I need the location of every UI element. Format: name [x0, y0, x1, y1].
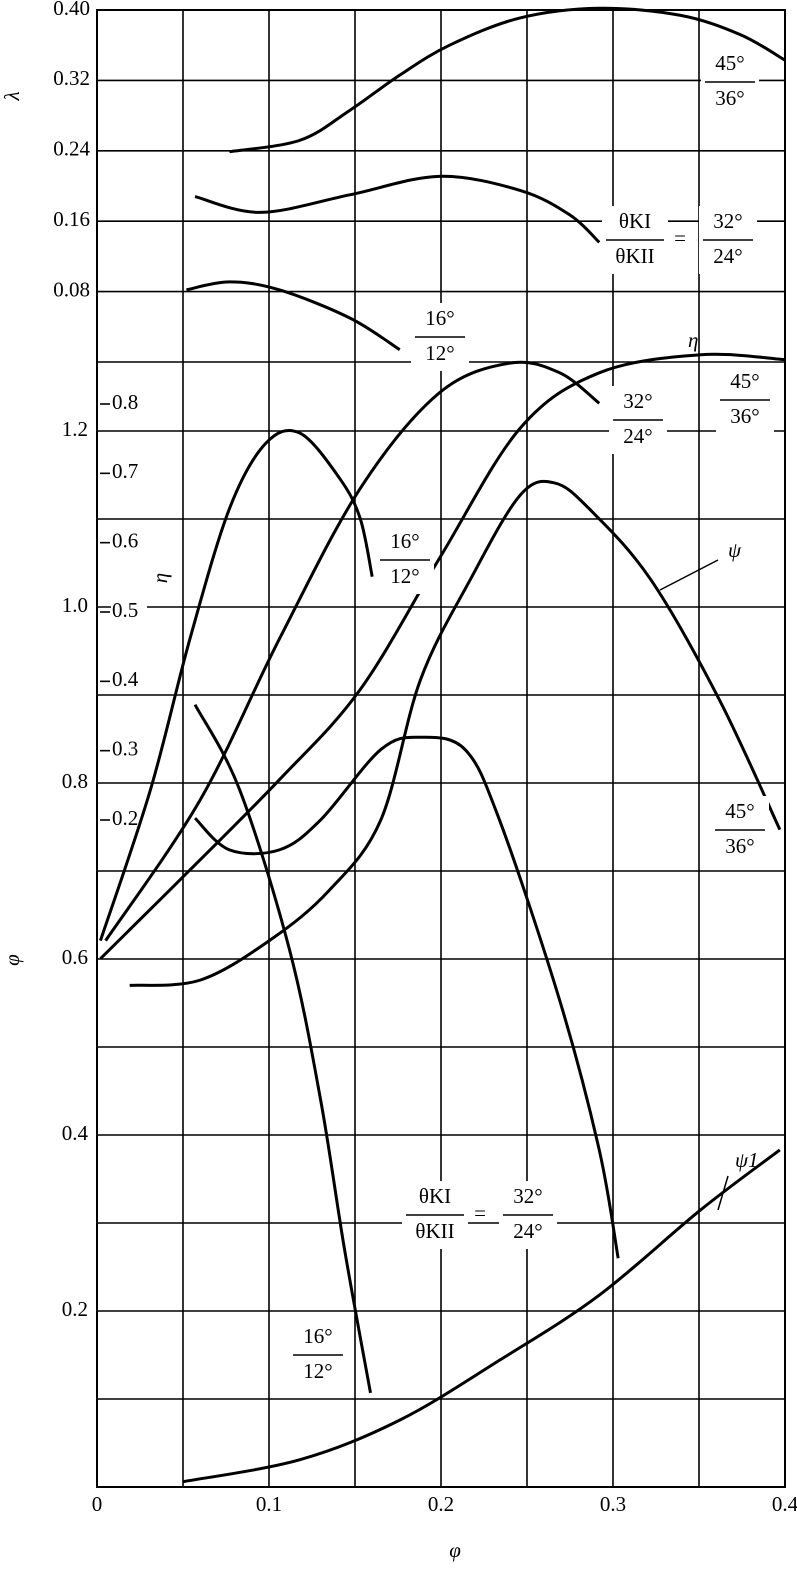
annotation-numerator: 16°: [303, 1324, 332, 1348]
annotation-denominator: 36°: [715, 86, 744, 110]
curve: [229, 6, 786, 154]
annotation-numerator: 45°: [725, 799, 754, 823]
x-tick-label: 0.3: [600, 1492, 626, 1516]
y3-tick-label: 0.4: [112, 667, 139, 691]
y-tick-label: 0.6: [62, 945, 88, 969]
curve: [104, 360, 601, 942]
annotation-numerator: 32°: [713, 209, 742, 233]
annotation-numerator: 16°: [390, 529, 419, 553]
annotation-numerator: 45°: [715, 51, 744, 75]
curve: [182, 1148, 781, 1484]
y2-tick-label: 0.08: [53, 277, 90, 301]
annotation-denominator: 24°: [623, 424, 652, 448]
y-tick-label: 0.8: [62, 769, 88, 793]
curve: [129, 479, 782, 987]
y2-tick-label: 0.40: [53, 0, 90, 20]
curve-label: η: [688, 328, 698, 352]
annotation-denominator: 24°: [513, 1219, 542, 1243]
label-bg: [111, 670, 147, 693]
curve: [99, 429, 374, 942]
y3-tick-label: 0.2: [112, 806, 138, 830]
annotation-numerator: 32°: [513, 1184, 542, 1208]
curve-label: ψ1: [735, 1148, 759, 1172]
label-bg: [111, 601, 147, 623]
y3-tick-label: 0.5: [112, 598, 138, 622]
annotation-denominator: 36°: [730, 404, 759, 428]
annotation-denominator: 12°: [303, 1359, 332, 1383]
y-tick-label: 0.4: [62, 1121, 89, 1145]
leader-line: [717, 1175, 729, 1211]
curve: [194, 174, 601, 244]
annotation-denominator: 24°: [713, 244, 742, 268]
y3-tick-label: 0.8: [112, 390, 138, 414]
y-tick-label: 0.2: [62, 1297, 88, 1321]
annotation-denominator: θKII: [415, 1219, 454, 1243]
label-bg: [111, 462, 147, 485]
x-tick-label: 0.4: [772, 1492, 797, 1516]
curve: [193, 735, 620, 1259]
y2-tick-label: 0.24: [53, 137, 90, 161]
y3-tick-label: 0.6: [112, 528, 138, 552]
annotation-denominator: θKII: [615, 244, 654, 268]
y-axis-title: φ: [0, 954, 24, 966]
label-bg: [111, 531, 147, 554]
label-bg: [111, 393, 147, 415]
y3-tick-label: 0.3: [112, 736, 138, 760]
annotation-numerator: θKI: [619, 209, 651, 233]
annotation-numerator: 45°: [730, 369, 759, 393]
annotation-numerator: 16°: [425, 306, 454, 330]
leader-line: [659, 559, 719, 591]
annotation-denominator: 12°: [390, 564, 419, 588]
y2-tick-label: 0.32: [53, 66, 90, 90]
x-tick-label: 0.1: [256, 1492, 282, 1516]
annotation-numerator: 32°: [623, 389, 652, 413]
curve: [99, 352, 786, 960]
curve: [186, 280, 401, 351]
label-bg: [111, 739, 147, 762]
annotation-denominator: 12°: [425, 341, 454, 365]
y2-axis-title: λ: [0, 91, 24, 101]
x-axis-title: φ: [449, 1538, 461, 1562]
y-tick-label: 1.0: [62, 593, 88, 617]
annotation-equals: =: [674, 226, 686, 250]
y2-tick-label: 0.16: [53, 207, 90, 231]
x-tick-label: 0.2: [428, 1492, 454, 1516]
x-tick-label: 0: [92, 1492, 103, 1516]
y3-tick-label: 0.7: [112, 459, 138, 483]
annotation-equals: =: [474, 1201, 486, 1225]
y-tick-label: 1.2: [62, 417, 88, 441]
curve: [193, 703, 372, 1394]
y3-axis-title: η: [148, 573, 172, 583]
annotation-denominator: 36°: [725, 834, 754, 858]
annotation-numerator: θKI: [419, 1184, 451, 1208]
curve-label: ψ: [728, 538, 742, 562]
